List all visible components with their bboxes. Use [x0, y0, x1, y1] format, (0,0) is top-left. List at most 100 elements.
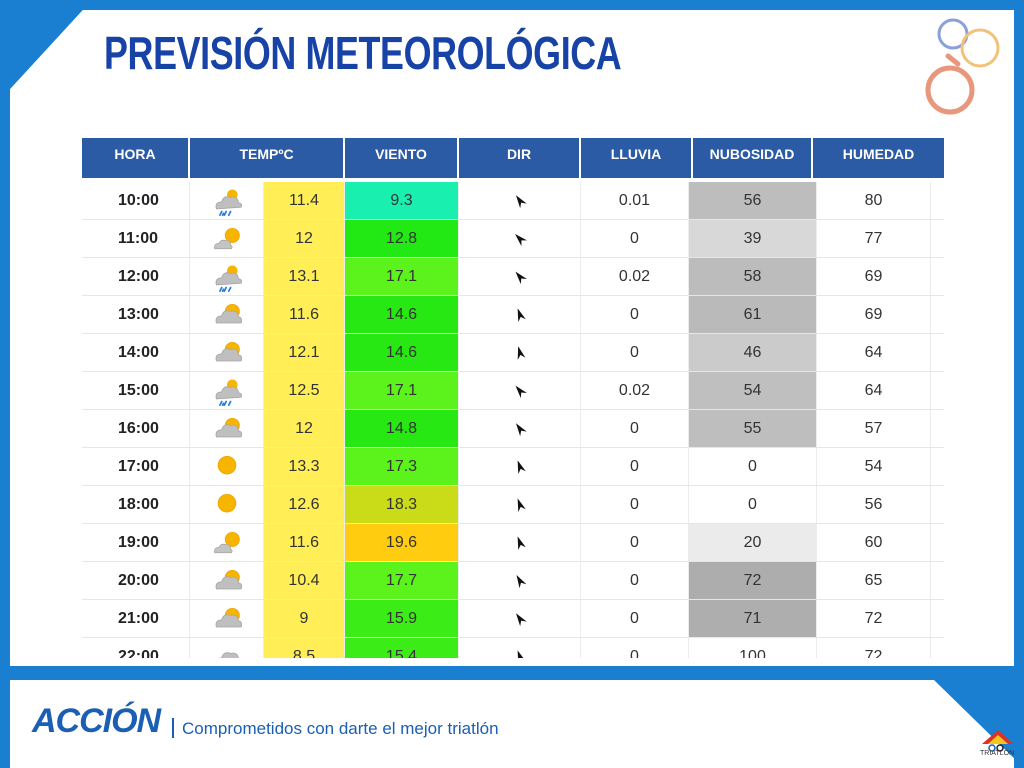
- cell-temp: 11.4: [264, 182, 345, 219]
- accion-logo: ACCIÓN: [32, 702, 161, 752]
- cell-hora: 19:00: [82, 524, 190, 561]
- cell-spacer: [931, 410, 944, 447]
- cell-lluvia: 0.01: [581, 182, 689, 219]
- cell-nubosidad: 54: [689, 372, 817, 409]
- cell-spacer: [931, 296, 944, 333]
- sun-icon: [190, 486, 264, 523]
- cloud-icon: [190, 638, 264, 658]
- cell-spacer: [931, 524, 944, 561]
- cell-hora: 17:00: [82, 448, 190, 485]
- cloudy-sun-icon: [190, 410, 264, 447]
- cell-lluvia: 0: [581, 486, 689, 523]
- cell-hora: 12:00: [82, 258, 190, 295]
- cell-viento: 14.6: [345, 334, 459, 371]
- wind-direction-arrow-icon: [459, 334, 581, 371]
- cell-nubosidad: 55: [689, 410, 817, 447]
- table-row: 10:00 11.4 9.3 0.01 56 80: [82, 182, 944, 220]
- cell-spacer: [931, 258, 944, 295]
- cell-lluvia: 0: [581, 220, 689, 257]
- cell-temp: 12.5: [264, 372, 345, 409]
- cell-temp: 13.1: [264, 258, 345, 295]
- cell-hora: 20:00: [82, 562, 190, 599]
- cell-nubosidad: 58: [689, 258, 817, 295]
- cell-hora: 21:00: [82, 600, 190, 637]
- brand-name: ACCIÓN: [32, 702, 161, 740]
- cell-viento: 17.3: [345, 448, 459, 485]
- cell-viento: 15.9: [345, 600, 459, 637]
- cloudy-sun-icon: [190, 562, 264, 599]
- wind-direction-arrow-icon: [459, 258, 581, 295]
- cell-humedad: 72: [817, 600, 931, 637]
- cell-temp: 9: [264, 600, 345, 637]
- cell-nubosidad: 20: [689, 524, 817, 561]
- frame-left-border: [0, 0, 10, 768]
- tagline-text: Comprometidos con darte el mejor triatló…: [182, 719, 499, 738]
- partly-sunny-icon: [190, 524, 264, 561]
- cell-temp: 12.6: [264, 486, 345, 523]
- column-header-lluvia: LLUVIA: [581, 138, 693, 178]
- cloudy-sun-icon: [190, 296, 264, 333]
- cell-lluvia: 0.02: [581, 372, 689, 409]
- sun-icon: [190, 448, 264, 485]
- cell-spacer: [931, 486, 944, 523]
- table-row: 12:00 13.1 17.1 0.02 58 69: [82, 258, 944, 296]
- cell-humedad: 72: [817, 638, 931, 658]
- cell-viento: 14.6: [345, 296, 459, 333]
- cell-hora: 18:00: [82, 486, 190, 523]
- cell-spacer: [931, 638, 944, 658]
- cell-spacer: [931, 448, 944, 485]
- cell-humedad: 54: [817, 448, 931, 485]
- cell-temp: 10.4: [264, 562, 345, 599]
- cell-humedad: 60: [817, 524, 931, 561]
- wind-direction-arrow-icon: [459, 296, 581, 333]
- corner-decoration-bottom-right: [934, 680, 1024, 768]
- cell-nubosidad: 61: [689, 296, 817, 333]
- mini-logo-label: TRIATLÓN: [980, 750, 1015, 757]
- cell-lluvia: 0.02: [581, 258, 689, 295]
- table-row: 17:00 13.3 17.3 0 0 54: [82, 448, 944, 486]
- cell-humedad: 57: [817, 410, 931, 447]
- cell-temp: 13.3: [264, 448, 345, 485]
- cell-temp: 12: [264, 220, 345, 257]
- cell-nubosidad: 100: [689, 638, 817, 658]
- cell-viento: 17.1: [345, 258, 459, 295]
- forecast-table: HORA TEMPºC VIENTO DIR LLUVIA NUBOSIDAD …: [82, 138, 944, 658]
- wind-direction-arrow-icon: [459, 562, 581, 599]
- cell-temp: 8.5: [264, 638, 345, 658]
- rain-cloud-icon: [190, 258, 264, 295]
- page-title: PREVISIÓN METEOROLÓGICA: [104, 27, 622, 79]
- wind-direction-arrow-icon: [459, 486, 581, 523]
- cell-nubosidad: 0: [689, 448, 817, 485]
- cell-humedad: 65: [817, 562, 931, 599]
- cell-spacer: [931, 334, 944, 371]
- cell-viento: 17.1: [345, 372, 459, 409]
- rain-cloud-icon: [190, 372, 264, 409]
- table-header: HORA TEMPºC VIENTO DIR LLUVIA NUBOSIDAD …: [82, 138, 944, 178]
- cell-lluvia: 0: [581, 562, 689, 599]
- cell-temp: 11.6: [264, 524, 345, 561]
- cell-lluvia: 0: [581, 448, 689, 485]
- column-header-temp: TEMPºC: [190, 138, 345, 178]
- table-row: 20:00 10.4 17.7 0 72 65: [82, 562, 944, 600]
- cell-viento: 9.3: [345, 182, 459, 219]
- corner-decoration-top-left: [0, 0, 92, 100]
- cloudy-sun-icon: [190, 600, 264, 637]
- cell-humedad: 64: [817, 334, 931, 371]
- cell-lluvia: 0: [581, 524, 689, 561]
- cell-lluvia: 0: [581, 638, 689, 658]
- cell-spacer: [931, 600, 944, 637]
- wind-direction-arrow-icon: [459, 448, 581, 485]
- cell-temp: 12: [264, 410, 345, 447]
- cell-viento: 14.8: [345, 410, 459, 447]
- wind-direction-arrow-icon: [459, 372, 581, 409]
- cell-spacer: [931, 562, 944, 599]
- table-body: 10:00 11.4 9.3 0.01 56 80 11:00 12 12.8 0 39 77 12:0…: [82, 182, 944, 658]
- cell-spacer: [931, 182, 944, 219]
- title-background: [92, 10, 1014, 92]
- cell-spacer: [931, 220, 944, 257]
- cell-viento: 18.3: [345, 486, 459, 523]
- cloudy-sun-icon: [190, 334, 264, 371]
- cell-hora: 13:00: [82, 296, 190, 333]
- partly-sunny-icon: [190, 220, 264, 257]
- cell-viento: 12.8: [345, 220, 459, 257]
